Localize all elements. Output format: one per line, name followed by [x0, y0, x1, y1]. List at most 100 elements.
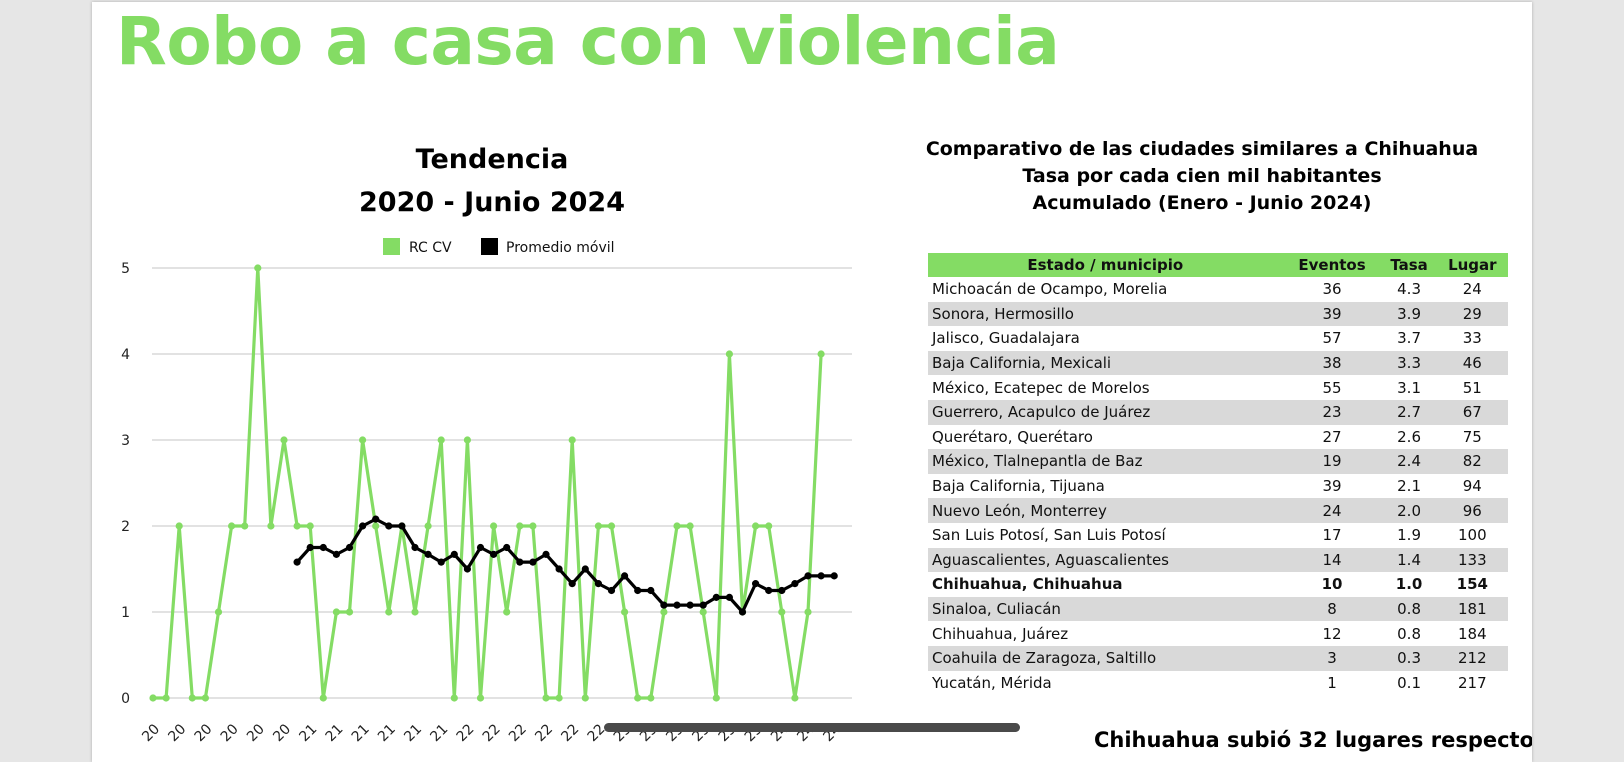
- data-point-rc-cv: [372, 522, 380, 530]
- data-point-promedio-movil: [581, 565, 589, 573]
- data-point-promedio-movil: [385, 522, 393, 530]
- cell-estado-municipio: Baja California, Mexicali: [928, 350, 1283, 376]
- data-point-rc-cv: [712, 694, 720, 702]
- x-tick-label: 20: [270, 721, 294, 745]
- cell-lugar: 184: [1458, 624, 1487, 643]
- data-point-promedio-movil: [738, 608, 747, 616]
- data-point-promedio-movil: [765, 586, 773, 595]
- cell-tasa: 3.1: [1397, 378, 1421, 397]
- table-row: San Luis Potosí, San Luis Potosí 17 1.9 100: [928, 523, 1508, 548]
- chart-title: Tendencia 2020 - Junio 2024: [272, 138, 712, 224]
- table-row: Michoacán de Ocampo, Morelia 36 4.3 24: [928, 277, 1508, 302]
- table-row: Nuevo León, Monterrey 24 2.0 96: [928, 498, 1508, 523]
- data-point-rc-cv: [332, 608, 340, 616]
- cell-tasa: 3.9: [1381, 301, 1437, 327]
- data-point-rc-cv: [621, 608, 629, 616]
- y-tick-label: 4: [121, 347, 130, 363]
- data-point-rc-cv: [293, 522, 301, 530]
- data-point-rc-cv: [778, 608, 786, 616]
- data-point-promedio-movil: [804, 572, 812, 580]
- data-point-rc-cv: [804, 608, 812, 616]
- cell-estado-municipio: Guerrero, Acapulco de Juárez: [928, 399, 1283, 425]
- cell-eventos: 57: [1322, 329, 1342, 348]
- table-row: Jalisco, Guadalajara 57 3.7 33: [928, 326, 1508, 351]
- cell-tasa: 2.1: [1397, 477, 1421, 496]
- data-point-rc-cv: [581, 694, 589, 702]
- table-title-line-1: Comparativo de las ciudades similares a …: [925, 138, 1479, 160]
- legend-swatch-rc-cv: [383, 238, 400, 255]
- data-point-promedio-movil: [372, 515, 380, 523]
- cell-estado-municipio: Aguascalientes, Aguascalientes: [928, 547, 1283, 573]
- x-tick-label: 21: [296, 721, 320, 745]
- data-point-promedio-movil: [398, 522, 406, 530]
- cell-tasa: 1.4: [1381, 547, 1437, 573]
- data-point-rc-cv: [175, 522, 183, 530]
- x-tick-label: 22: [480, 721, 504, 745]
- cell-eventos: 27: [1322, 427, 1342, 446]
- x-tick-label: 22: [506, 721, 530, 745]
- header-eventos: Eventos: [1298, 256, 1366, 274]
- data-point-rc-cv: [699, 608, 707, 616]
- table-row: México, Tlalnepantla de Baz 19 2.4 82: [928, 449, 1508, 474]
- cell-eventos: 14: [1282, 547, 1382, 573]
- data-point-rc-cv: [201, 694, 209, 702]
- data-point-rc-cv: [660, 608, 668, 616]
- data-point-promedio-movil: [490, 550, 498, 558]
- cell-tasa: 2.7: [1381, 399, 1437, 425]
- cell-estado-municipio: Baja California, Tijuana: [932, 477, 1105, 496]
- data-point-rc-cv: [686, 522, 694, 530]
- cell-lugar: 154: [1456, 575, 1488, 594]
- data-point-promedio-movil: [529, 558, 537, 566]
- table-title-line-3: Acumulado (Enero - Junio 2024): [1032, 192, 1372, 214]
- data-point-promedio-movil: [306, 543, 314, 552]
- x-tick-label: 20: [139, 721, 163, 745]
- legend-label-promedio-movil: Promedio móvil: [506, 240, 615, 256]
- cell-estado-municipio: Sinaloa, Culiacán: [928, 596, 1283, 622]
- cell-eventos: 39: [1322, 477, 1342, 496]
- x-tick-label: 22: [532, 721, 556, 745]
- cell-eventos: 12: [1322, 624, 1342, 643]
- table-row: Coahuila de Zaragoza, Saltillo 3 0.3 212: [928, 645, 1508, 671]
- cell-estado-municipio: San Luis Potosí, San Luis Potosí: [932, 526, 1166, 545]
- data-point-rc-cv: [228, 522, 236, 530]
- cell-lugar: 33: [1462, 329, 1482, 348]
- data-point-rc-cv: [725, 350, 734, 358]
- data-point-promedio-movil: [791, 580, 799, 588]
- data-point-rc-cv: [752, 522, 760, 530]
- cell-estado-municipio: Michoacán de Ocampo, Morelia: [932, 280, 1168, 299]
- data-point-rc-cv: [490, 522, 498, 530]
- cell-tasa: 0.3: [1381, 645, 1437, 671]
- table-row: Baja California, Mexicali 38 3.3 46: [928, 350, 1508, 376]
- data-point-promedio-movil: [634, 586, 642, 595]
- table-title: Comparativo de las ciudades similares a …: [912, 136, 1492, 217]
- cell-lugar: 96: [1436, 498, 1508, 523]
- cell-estado-municipio: México, Tlalnepantla de Baz: [928, 449, 1283, 474]
- data-point-rc-cv: [634, 694, 642, 702]
- table-row: México, Ecatepec de Morelos 55 3.1 51: [928, 375, 1508, 400]
- x-tick-label: 22: [454, 721, 478, 745]
- data-point-promedio-movil: [607, 586, 616, 595]
- cell-eventos: 17: [1322, 526, 1342, 545]
- data-point-rc-cv: [214, 608, 223, 616]
- cell-lugar: 100: [1458, 526, 1487, 545]
- table-row: Chihuahua, Juárez 12 0.8 184: [928, 621, 1508, 646]
- data-point-rc-cv: [149, 694, 157, 702]
- cell-eventos: 36: [1322, 280, 1342, 299]
- data-point-promedio-movil: [712, 593, 720, 601]
- data-point-promedio-movil: [332, 550, 340, 558]
- data-point-promedio-movil: [359, 522, 367, 530]
- data-point-rc-cv: [424, 522, 432, 530]
- chart-title-line-2: 2020 - Junio 2024: [359, 187, 625, 218]
- data-point-rc-cv: [267, 522, 275, 530]
- header-estado-municipio: Estado / municipio: [1027, 256, 1184, 274]
- cell-lugar: 212: [1436, 645, 1508, 671]
- table-row: Sonora, Hermosillo 39 3.9 29: [928, 301, 1508, 327]
- cell-eventos: 10: [1321, 575, 1343, 594]
- data-point-promedio-movil: [660, 601, 668, 609]
- data-point-rc-cv: [359, 436, 367, 444]
- horizontal-scrollbar-thumb[interactable]: [604, 723, 1020, 732]
- comparison-table: Estado / municipio Eventos Tasa Lugar Mi…: [928, 253, 1508, 695]
- cell-estado-municipio: Chihuahua, Juárez: [932, 624, 1069, 643]
- data-point-rc-cv: [529, 522, 537, 530]
- data-point-rc-cv: [450, 694, 458, 702]
